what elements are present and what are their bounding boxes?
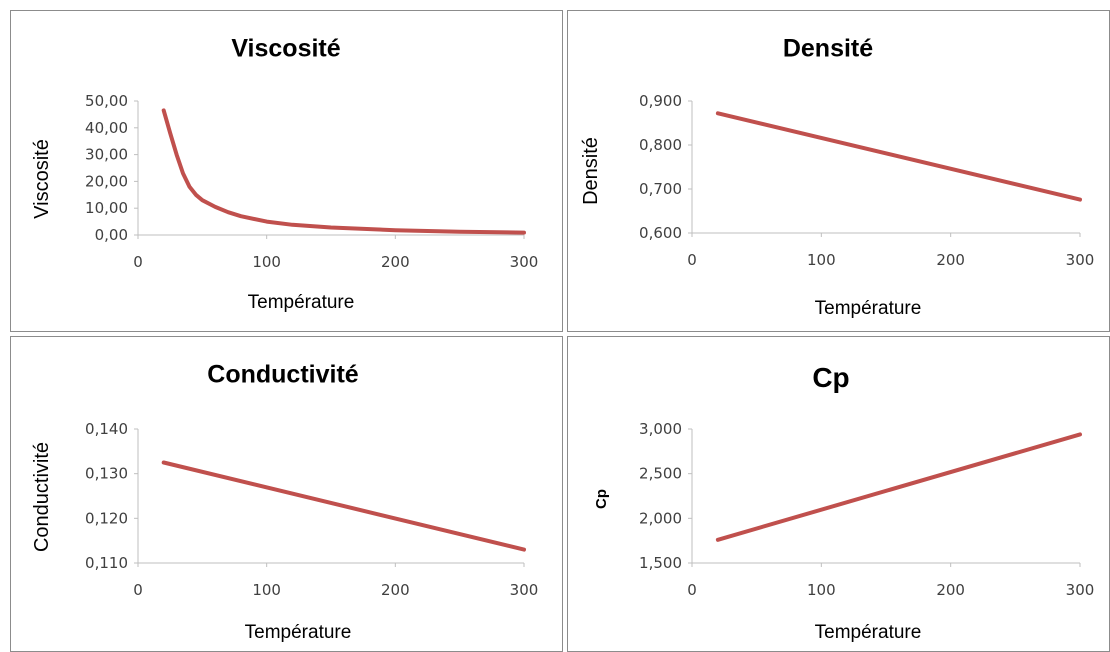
y-axis-label-densite: Densité [580, 137, 602, 205]
x-tick-label: 200 [381, 253, 410, 271]
y-tick-label: 3,000 [639, 420, 682, 438]
y-tick-label: 0,120 [85, 509, 128, 527]
x-tick-label: 300 [1066, 581, 1095, 599]
x-tick-label: 0 [687, 251, 697, 269]
x-tick-label: 200 [936, 581, 965, 599]
x-tick-label: 0 [133, 253, 143, 271]
y-tick-label: 40,00 [85, 119, 128, 137]
x-tick-label: 0 [133, 581, 143, 599]
y-tick-label: 0,130 [85, 465, 128, 483]
chart-svg-conductivite: Conductivité 0,110 0,120 0,130 0,140 0 100 200 3… [31, 361, 539, 643]
y-tick-label: 0,800 [639, 136, 682, 154]
y-tick-label: 0,600 [639, 224, 682, 242]
x-tick-label: 300 [510, 581, 539, 599]
x-axis-label-conductivite: Température [245, 622, 352, 643]
x-tick-label: 100 [252, 253, 281, 271]
chart-svg-cp: Cp 1,500 2,000 2,500 3,000 0 100 200 300 Températ… [593, 362, 1095, 643]
y-tick-label: 20,00 [85, 172, 128, 190]
y-tick-label: 2,500 [639, 465, 682, 483]
y-tick-label: 0,140 [85, 420, 128, 438]
chart-title-conductivite: Conductivité [207, 361, 358, 389]
x-tick-label: 200 [936, 251, 965, 269]
chart-panel-cp: Cp 1,500 2,000 2,500 3,000 0 100 200 300 Températ… [567, 336, 1110, 652]
x-tick-label: 200 [381, 581, 410, 599]
chart-svg-viscosite: Viscosité 0,00 10,00 20,00 30,00 40,00 50,00 0 1… [31, 35, 539, 313]
chart-panel-densite: Densité 0,600 0,700 0,800 0,900 0 100 200 300 Tem… [567, 10, 1110, 332]
y-tick-label: 30,00 [85, 146, 128, 164]
x-axis-label-densite: Température [815, 298, 922, 319]
x-tick-label: 0 [687, 581, 697, 599]
y-tick-label: 10,00 [85, 199, 128, 217]
y-axis-label-conductivite: Conductivité [31, 442, 53, 552]
x-tick-label: 100 [807, 251, 836, 269]
y-tick-label: 0,700 [639, 180, 682, 198]
x-axis-label-cp: Température [815, 622, 922, 643]
y-axis-label-cp: Cp [593, 489, 610, 509]
series-line-viscosite [161, 108, 526, 235]
series-line-conductivite [161, 460, 526, 552]
x-axis-label-viscosite: Température [248, 292, 355, 313]
chart-panel-conductivite: Conductivité 0,110 0,120 0,130 0,140 0 100 200 3… [10, 336, 563, 652]
y-tick-label: 0,00 [95, 226, 128, 244]
x-tick-label: 100 [252, 581, 281, 599]
series-line-densite [715, 111, 1082, 202]
y-tick-label: 1,500 [639, 554, 682, 572]
chart-title-densite: Densité [783, 35, 873, 63]
y-tick-label: 2,000 [639, 509, 682, 527]
y-tick-label: 0,110 [85, 554, 128, 572]
x-tick-label: 300 [1066, 251, 1095, 269]
x-tick-label: 300 [510, 253, 539, 271]
y-tick-label: 0,900 [639, 92, 682, 110]
chart-panel-viscosite: Viscosité 0,00 10,00 20,00 30,00 40,00 50,00 0 1… [10, 10, 563, 332]
y-tick-label: 50,00 [85, 92, 128, 110]
x-tick-label: 100 [807, 581, 836, 599]
chart-svg-densite: Densité 0,600 0,700 0,800 0,900 0 100 200 300 Tem… [580, 35, 1095, 319]
chart-title-cp: Cp [812, 362, 849, 393]
series-line-cp [715, 432, 1082, 542]
chart-title-viscosite: Viscosité [231, 35, 340, 63]
y-axis-label-viscosite: Viscosité [31, 139, 53, 219]
